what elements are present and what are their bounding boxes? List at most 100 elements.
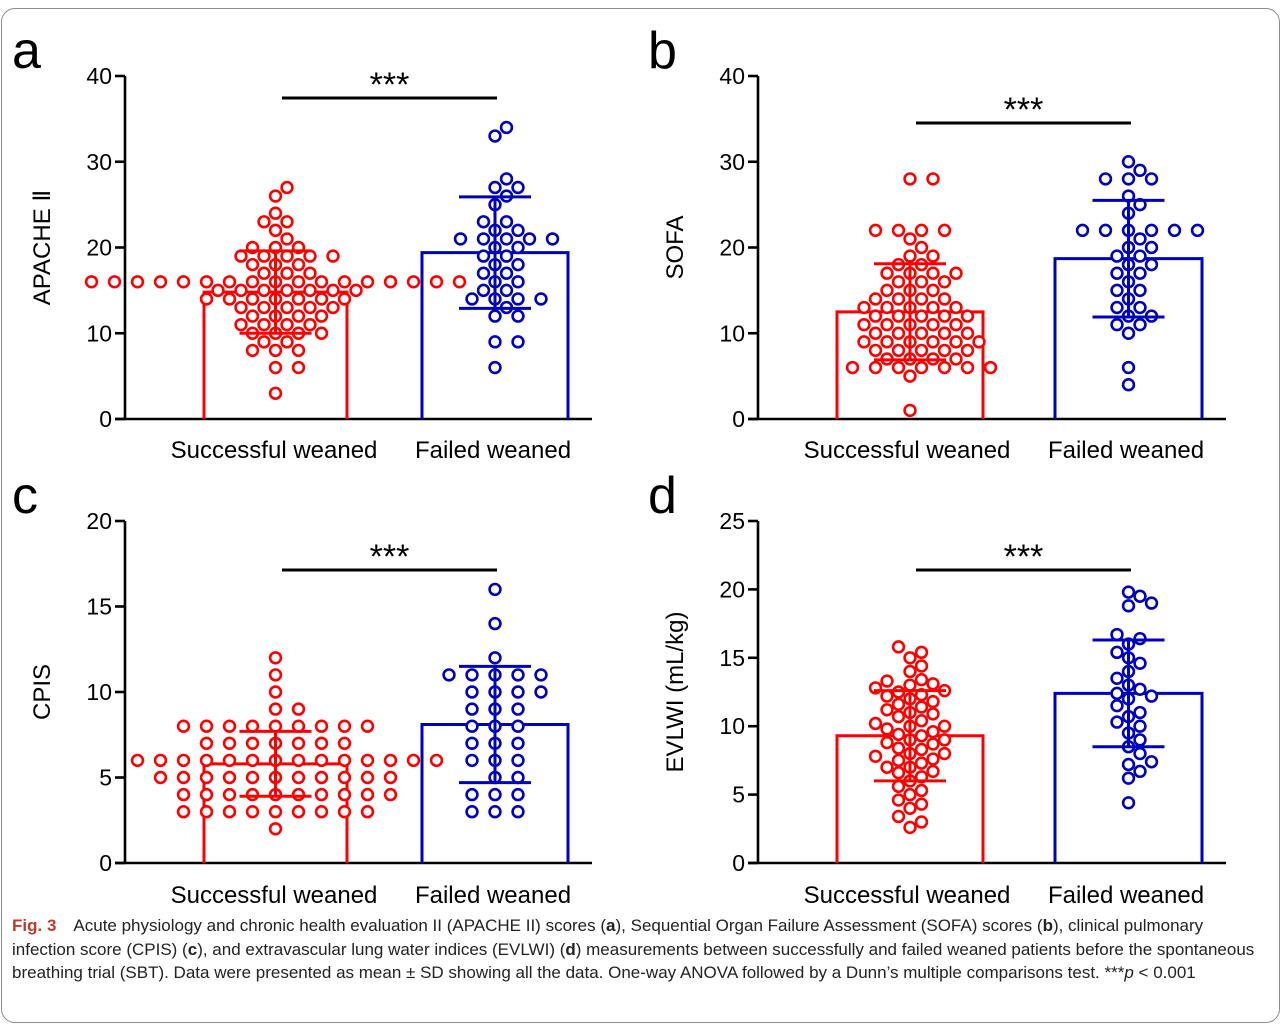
data-point <box>511 804 525 819</box>
data-point <box>465 804 479 819</box>
data-point <box>1133 746 1147 761</box>
data-point <box>222 770 237 785</box>
data-point <box>903 820 917 835</box>
data-point <box>891 223 906 238</box>
data-point <box>903 678 917 692</box>
data-point <box>268 360 283 375</box>
x-category-label: Successful weaned <box>804 437 1011 464</box>
data-point <box>314 309 329 323</box>
data-point <box>983 360 998 375</box>
y-tick-label: 20 <box>86 508 112 534</box>
data-point <box>488 129 502 143</box>
x-category-label: Successful weaned <box>171 437 378 464</box>
caption-text: ), and extravascular lung water indices … <box>197 939 566 959</box>
data-point <box>222 787 237 802</box>
data-point <box>268 685 283 699</box>
data-point <box>926 283 940 298</box>
data-point <box>245 770 260 785</box>
data-point <box>465 702 479 716</box>
chart-panel-d: d 0 5 10 15 20 25 EVLWI (mL/kg) Successful weane… <box>648 467 1226 909</box>
data-point <box>268 804 283 819</box>
data-point <box>914 326 929 340</box>
data-point <box>891 309 906 323</box>
data-point <box>949 352 963 366</box>
data-point <box>914 815 929 829</box>
data-point <box>291 360 306 375</box>
data-point <box>1133 733 1147 747</box>
data-point <box>1110 627 1124 642</box>
data-point <box>291 804 306 819</box>
data-point <box>1110 698 1124 713</box>
data-point <box>868 343 883 358</box>
data-point <box>960 309 975 323</box>
data-point <box>326 283 340 298</box>
data-point <box>891 709 906 724</box>
data-point <box>926 677 940 691</box>
data-point <box>314 787 329 802</box>
data-point <box>511 736 525 750</box>
y-tick-label: 40 <box>86 63 112 89</box>
data-point <box>1121 771 1136 785</box>
data-point <box>176 753 191 768</box>
data-point <box>1144 257 1159 272</box>
data-point <box>257 266 271 280</box>
data-point <box>949 317 963 332</box>
data-point <box>891 766 906 780</box>
data-point <box>406 275 421 289</box>
data-point <box>914 742 929 757</box>
data-point <box>349 283 363 298</box>
data-point <box>176 770 191 785</box>
data-point <box>257 317 271 332</box>
data-point <box>880 266 894 280</box>
x-category-label: Failed weaned <box>1048 882 1204 909</box>
data-point <box>280 215 294 229</box>
data-point <box>199 804 214 819</box>
data-point <box>222 275 237 289</box>
x-category-label: Successful weaned <box>171 882 378 909</box>
data-point <box>1133 719 1147 733</box>
data-point <box>511 685 525 699</box>
y-tick-label: 20 <box>86 235 112 261</box>
data-point <box>1110 715 1124 729</box>
data-point <box>245 343 260 358</box>
caption-figure-label: Fig. 3 <box>12 916 57 935</box>
figure-border <box>1 8 1280 1023</box>
data-point <box>914 797 929 811</box>
data-point <box>476 232 491 246</box>
data-point <box>1144 689 1159 703</box>
significance-label: *** <box>1004 91 1044 129</box>
data-point <box>1133 163 1147 178</box>
data-point <box>914 783 929 798</box>
figure-panels: a 0 10 20 30 40 APACHE Ⅱ Successful weaned Faile… <box>12 22 1226 909</box>
data-point <box>1121 378 1136 392</box>
data-point <box>245 292 260 306</box>
data-point <box>153 770 168 785</box>
data-point <box>245 309 260 323</box>
caption-text: b <box>1042 916 1053 935</box>
data-point <box>926 266 940 280</box>
data-point <box>914 309 929 323</box>
data-point <box>914 343 929 358</box>
data-point <box>291 292 306 306</box>
data-point <box>176 804 191 819</box>
data-point <box>245 275 260 289</box>
data-point <box>511 292 525 306</box>
data-point <box>488 787 502 802</box>
data-point <box>268 702 283 716</box>
data-point <box>476 249 491 263</box>
data-point <box>926 335 940 349</box>
data-point <box>291 753 306 768</box>
caption-text: d <box>565 939 576 959</box>
data-point <box>337 719 352 733</box>
data-point <box>268 386 283 400</box>
data-point <box>926 249 940 263</box>
figure-caption: Fig. 3 Acute physiology and chronic heal… <box>12 914 1267 985</box>
data-point <box>291 787 306 802</box>
y-tick-label: 0 <box>732 406 745 432</box>
data-point <box>1133 232 1147 246</box>
y-tick-label: 10 <box>86 679 112 705</box>
data-point <box>337 787 352 802</box>
data-point <box>914 672 929 687</box>
data-point <box>1110 317 1124 332</box>
data-point <box>1133 589 1147 603</box>
